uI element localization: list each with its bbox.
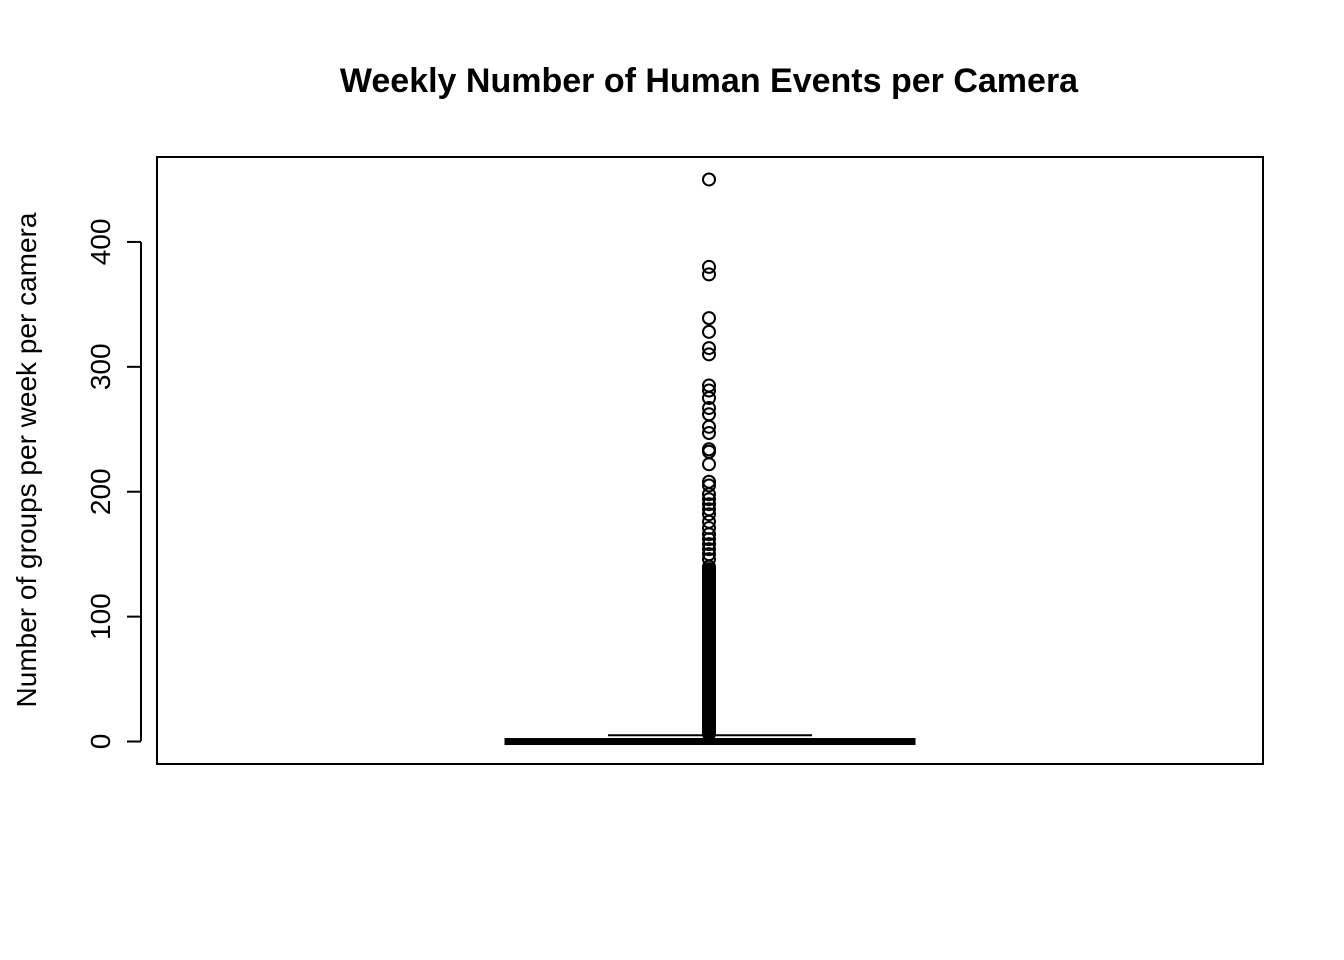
outlier-point: [702, 527, 716, 542]
outlier-point: [702, 391, 716, 406]
outlier-point: [702, 259, 716, 274]
outlier-point: [702, 311, 716, 326]
outlier-point: [702, 478, 716, 493]
outlier-point: [702, 172, 716, 187]
outlier-point: [702, 419, 716, 434]
outlier-point: [702, 383, 716, 398]
outlier-point: [702, 537, 716, 552]
y-tick-label: 100: [85, 593, 116, 640]
outlier-point: [702, 347, 716, 362]
outlier-point: [702, 341, 716, 356]
outlier-point: [702, 487, 716, 502]
outlier-point: [702, 532, 716, 547]
outlier-point: [702, 324, 716, 339]
y-tick-label: 400: [85, 219, 116, 266]
outlier-point: [702, 401, 716, 416]
outlier-point: [702, 507, 716, 522]
y-tick-label: 200: [85, 468, 116, 515]
outlier-point: [702, 267, 716, 282]
chart-title: Weekly Number of Human Events per Camera: [340, 62, 1079, 100]
outlier-points: [702, 172, 716, 742]
outlier-point: [702, 426, 716, 441]
y-tick-label: 0: [85, 734, 116, 750]
y-tick-label: 300: [85, 343, 116, 390]
outlier-point: [702, 562, 716, 577]
y-axis-label: Number of groups per week per camera: [11, 212, 42, 707]
outlier-point: [702, 497, 716, 512]
outlier-point: [702, 542, 716, 557]
plot-frame: [156, 156, 1264, 765]
outlier-point: [702, 492, 716, 507]
outlier-point: [702, 457, 716, 472]
y-axis-ticks: 0 100 200 300 400: [85, 219, 141, 750]
